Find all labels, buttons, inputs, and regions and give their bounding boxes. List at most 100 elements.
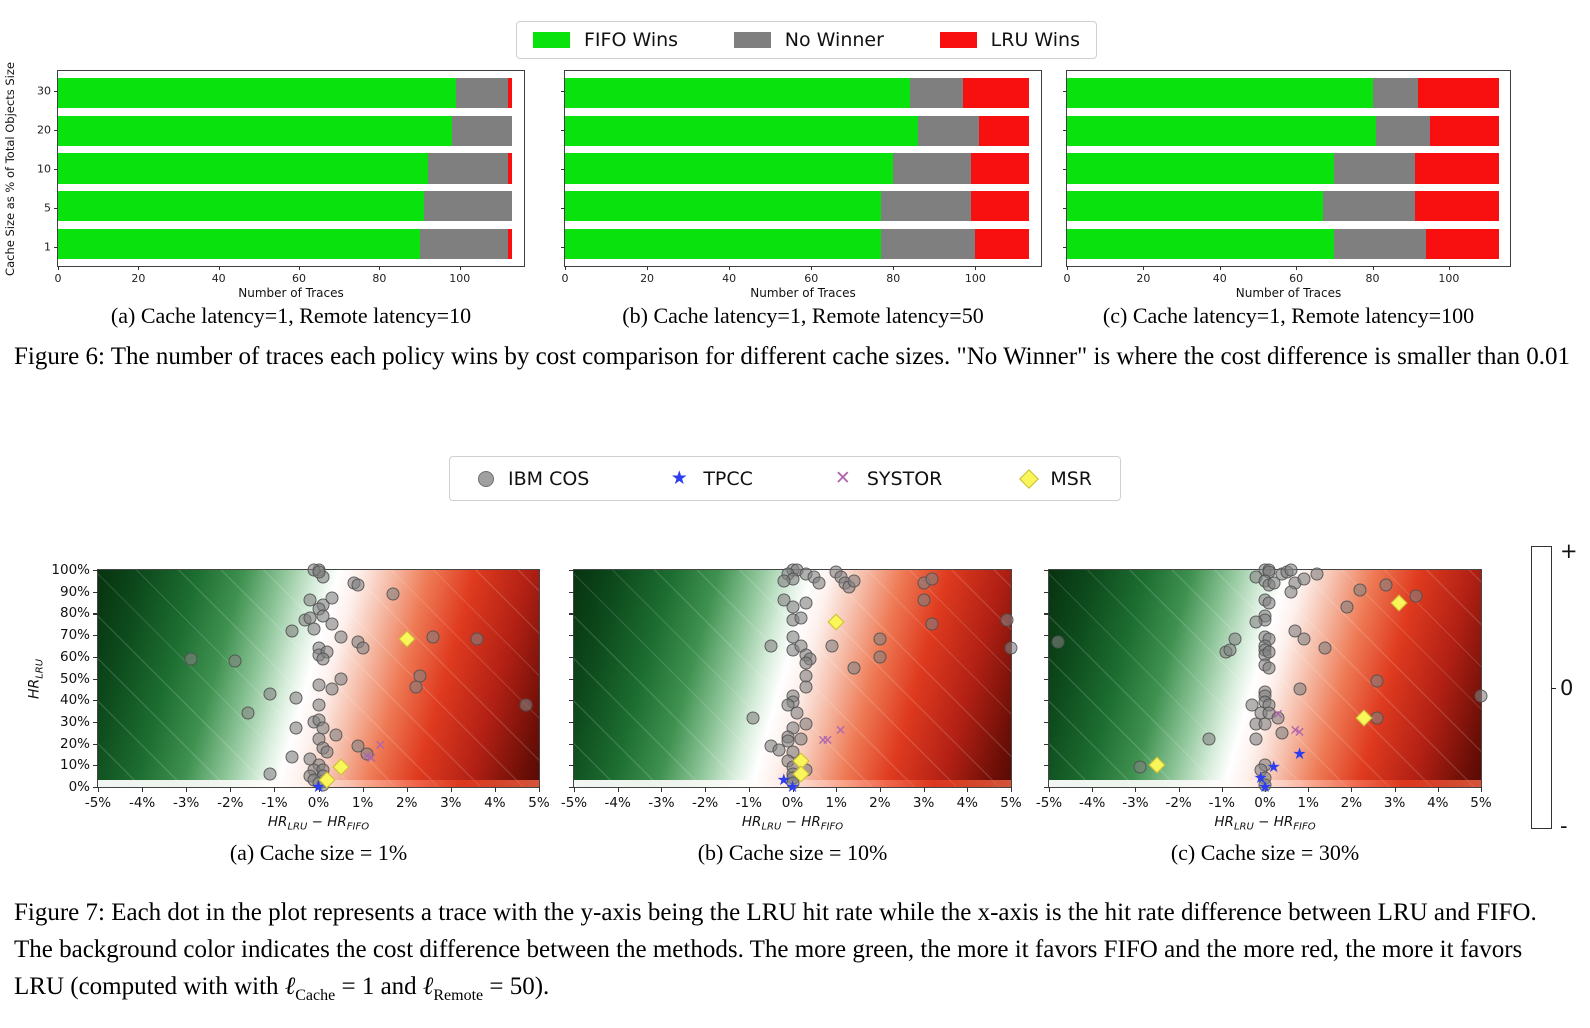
bars-area [1067,71,1510,266]
bar-segment-lru-wins [507,153,512,184]
y-tick-label: 1 [44,240,51,253]
bar-segment-lru-wins [1414,153,1499,184]
x-tick-mark [274,787,276,792]
bar-segment-fifo-wins [1067,191,1323,222]
scatter-point-msr [1355,709,1373,727]
y-tick-label: 100% [51,562,90,578]
bar-segment-lru-wins [971,153,1029,184]
scatter-point-ibm-cos [1249,615,1263,629]
scatter-point-ibm-cos [925,572,939,586]
bar-5 [58,191,524,222]
bar-segment-fifo-wins [58,153,428,184]
x-tick-mark [1394,787,1396,792]
scatter-point-ibm-cos [1202,732,1216,746]
fig7-caption: Figure 7: Each dot in the plot represent… [14,899,1537,1004]
x-tick-mark [893,266,895,270]
x-tick-label: -1% [735,795,762,811]
bar-row [1067,225,1510,263]
scatter-point-ibm-cos [1409,589,1423,603]
y-tick-label: 10 [37,162,51,175]
x-tick-mark [661,787,663,792]
scatter-point-ibm-cos [1379,578,1393,592]
bar-segment-lru-wins [975,228,1029,260]
x-tick-label: 4% [956,795,979,811]
scatter-point-tpcc: ★ [1257,777,1273,796]
y-tick-label: 50% [59,670,90,687]
bar-segment-lru-wins [963,77,1029,109]
scatter-point-ibm-cos [1370,674,1384,688]
scatter-point-tpcc: ★ [1253,768,1268,788]
bar-segment-no-winner [1334,153,1415,184]
x-tick-label: 80 [1365,272,1380,285]
fig7-scatter-c: HRLRU − HRFIFO ★ ★ ★ ★ ✕ ✕ ✕ -5% -4% -3% -2% -1% 0% 1… [1036,563,1492,833]
x-tick-label: 20 [131,272,146,285]
x-tick-mark [1481,787,1482,792]
scatter-point-ibm-cos [873,650,887,664]
fig7-legend-item-tpcc: ★ TPCC [669,468,753,490]
bar-5 [565,191,1041,222]
scatter-point-ibm-cos [1353,583,1367,597]
x-tick-label: 100 [1438,272,1460,285]
x-tick-label: 40 [722,272,737,285]
bar-segment-fifo-wins [58,115,452,146]
scatter-point-msr [398,630,416,648]
y-tick-mark [1044,570,1049,572]
scatter-point-ibm-cos [1284,585,1298,599]
y-tick-mark [93,700,98,702]
y-tick-mark [561,168,565,170]
x-tick-mark [1448,266,1450,270]
y-tick-mark [93,656,98,658]
scatter-point-ibm-cos [1249,732,1263,746]
scatter-point-ibm-cos [799,717,813,731]
bar-segment-fifo-wins [58,228,420,260]
x-tick-mark [218,266,220,270]
x-tick-label: 100 [964,272,986,285]
fig6-legend: FIFO Wins No Winner LRU Wins [516,21,1097,59]
y-tick-mark [561,246,565,248]
y-tick-mark [93,635,98,637]
bar-row [1067,74,1510,112]
x-tick-mark [459,266,461,270]
bar-row [58,74,524,112]
fig6-subcaption-b: (b) Cache latency=1, Remote latency=50 [622,303,984,328]
bar-segment-fifo-wins [1067,115,1377,146]
bar-10 [58,153,524,184]
x-tick-mark [975,266,977,270]
scatter-point-ibm-cos [470,632,484,646]
x-tick-label: 0% [307,795,330,811]
scatter-point-ibm-cos [289,721,303,735]
y-tick-mark [1044,656,1049,658]
legend-label: FIFO Wins [584,29,679,51]
scatter-point-systor: ✕ [817,733,829,750]
x-tick-label: 1% [351,795,374,811]
scatter-point-ibm-cos [325,682,339,696]
x-tick-mark [1437,787,1439,792]
scatter-point-ibm-cos [825,639,839,653]
y-tick-mark [1044,700,1049,702]
bar-row [58,112,524,150]
y-tick-mark [93,678,98,680]
scatter-point-ibm-cos [917,593,931,607]
scatter-point-ibm-cos [1293,682,1307,696]
scatter-point-tpcc: ★ [776,770,791,790]
fig6-legend-item-no-winner: No Winner [733,29,884,51]
scatter-point-ibm-cos [1318,641,1332,655]
x-tick-label: 0% [1254,795,1276,811]
x-tick-label: 2% [395,795,418,811]
x-tick-mark [1067,266,1068,270]
y-tick-label: 60% [59,648,90,665]
y-tick-mark [54,129,58,131]
scatter-point-ibm-cos [790,706,804,720]
scatter-point-ibm-cos [1267,576,1281,590]
x-tick-label: 0% [781,795,804,811]
x-tick-label: 20 [640,272,655,285]
scatter-point-ibm-cos [1262,596,1276,610]
bar-segment-fifo-wins [565,77,910,109]
y-tick-label: 40% [59,692,90,709]
x-tick-mark [138,266,140,270]
x-tick-mark [1221,787,1223,792]
x-tick-label: -2% [691,795,719,811]
y-tick-label: 10% [59,757,90,774]
scatter-point-ibm-cos [873,632,887,646]
